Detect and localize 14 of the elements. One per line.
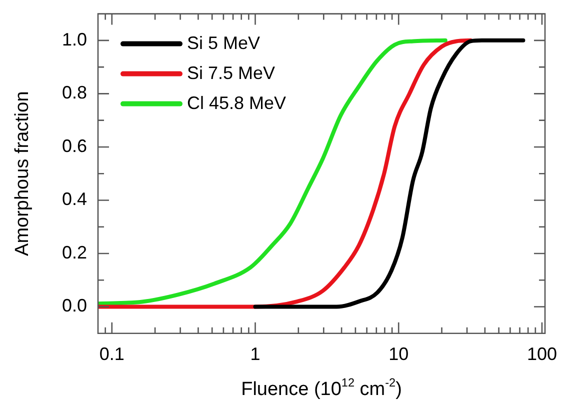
x-tick-label: 100 <box>526 344 557 364</box>
legend-label: Cl 45.8 MeV <box>187 92 286 113</box>
y-axis-title: Amorphous fraction <box>12 91 33 256</box>
x-tick-label: 10 <box>388 344 409 364</box>
y-tick-label: 0.8 <box>62 82 87 103</box>
y-tick-label: 0.0 <box>62 296 87 316</box>
y-tick-label: 1.0 <box>62 29 87 50</box>
y-tick-label: 0.4 <box>62 189 87 210</box>
y-tick-label: 0.6 <box>62 136 87 156</box>
x-tick-label: 0.1 <box>99 344 124 364</box>
legend-label: Si 7.5 MeV <box>187 62 276 83</box>
x-tick-label: 1 <box>250 344 260 364</box>
y-tick-label: 0.2 <box>62 242 87 262</box>
legend-label: Si 5 MeV <box>187 32 260 53</box>
